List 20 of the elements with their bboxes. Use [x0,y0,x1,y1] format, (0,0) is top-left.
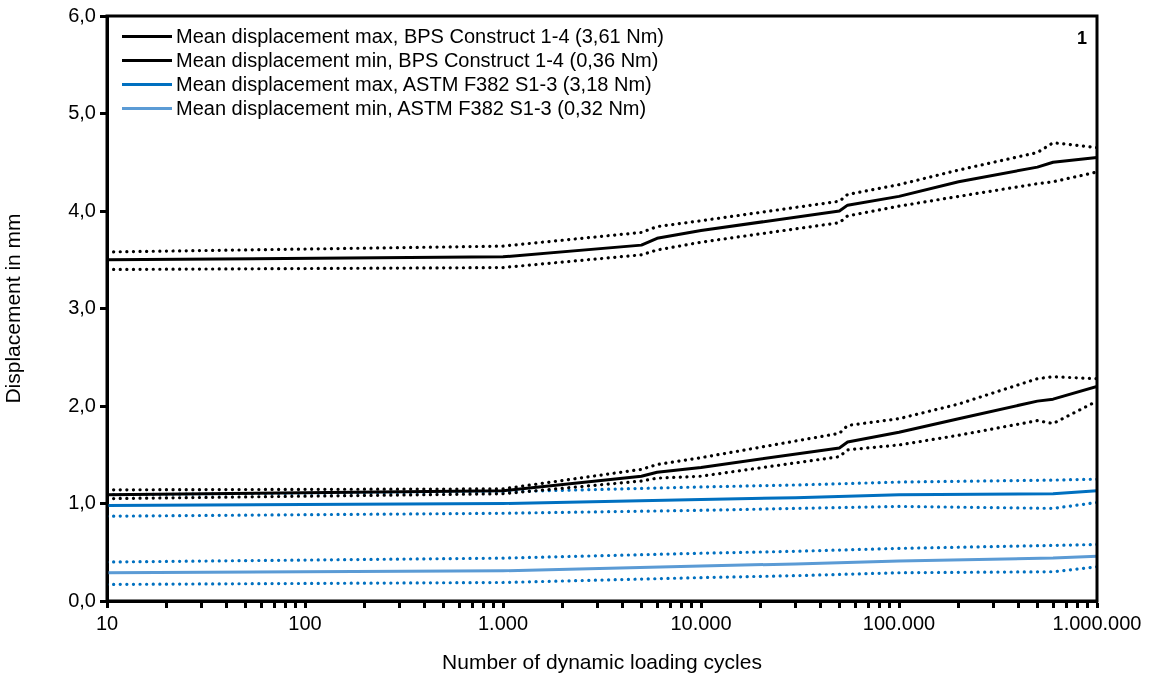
x-tick-label: 1.000 [477,611,529,634]
legend-label: Mean displacement min, BPS Construct 1-4 (0,36 Nm) [176,48,659,72]
x-tick-label: 100.000 [862,611,936,634]
y-tick-label: 4,0 [68,198,96,221]
x-tick-label: 10.000 [670,611,732,634]
x-tick-label: 100 [288,611,322,634]
y-tick-label: 1,0 [68,491,96,514]
y-tick-label: 5,0 [68,101,96,124]
legend-label: Mean displacement min, ASTM F382 S1-3 (0,32 Nm) [176,96,647,120]
x-tick-label: 10 [95,611,119,634]
y-tick-label: 0,0 [68,588,96,611]
legend-label: Mean displacement max, BPS Construct 1-4 (3,61 Nm) [176,24,664,48]
x-tick-label: 1.000.000 [1052,611,1142,634]
y-axis-title: Displacement in mm [1,213,25,404]
legend-label: Mean displacement max, ASTM F382 S1-3 (3,18 Nm) [176,72,652,96]
y-tick-label: 6,0 [68,3,96,26]
annotation: 1 [1076,28,1087,49]
y-tick-label: 3,0 [68,296,96,319]
y-tick-label: 2,0 [68,393,96,416]
x-axis-title: Number of dynamic loading cycles [442,650,762,674]
